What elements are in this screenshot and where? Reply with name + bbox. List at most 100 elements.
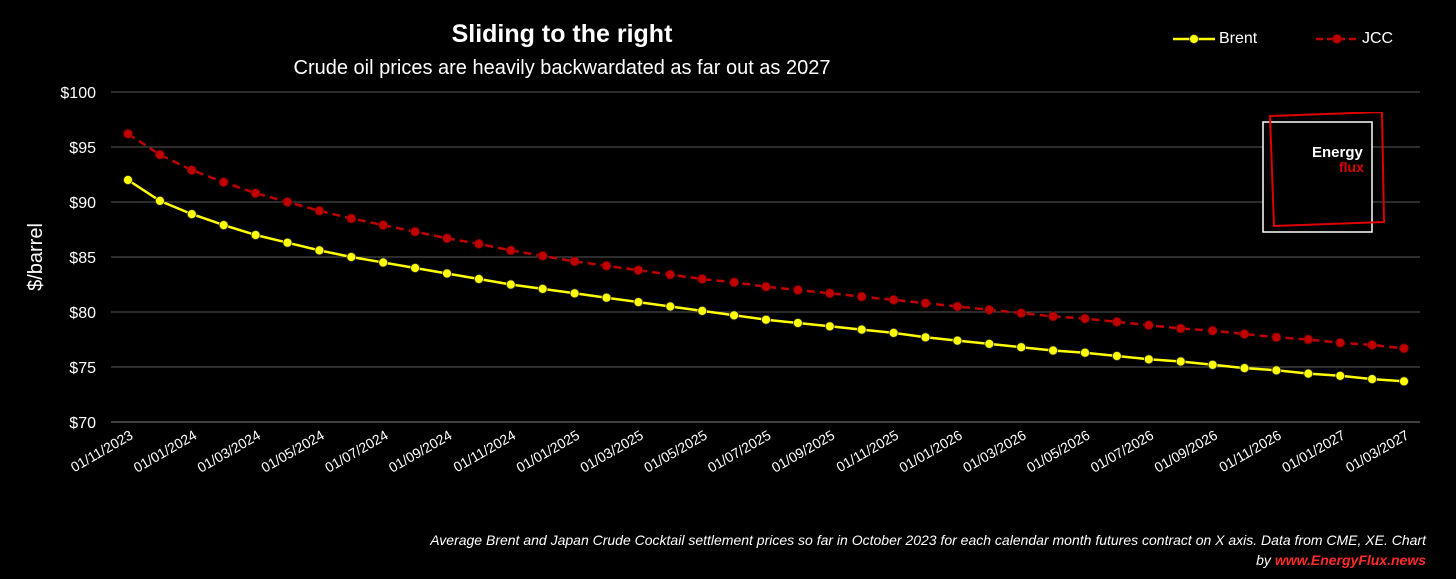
data-point-brent — [410, 263, 421, 273]
y-tick-label: $75 — [69, 360, 96, 377]
x-tick-label: 01/11/2024 — [451, 427, 519, 475]
data-point-jcc — [665, 269, 676, 280]
data-point-brent — [1239, 363, 1250, 374]
legend-label-brent: Brent — [1219, 30, 1258, 47]
x-tick-label: 01/03/2026 — [960, 427, 1029, 476]
data-point-brent — [665, 301, 676, 312]
logo-text-flux: flux — [1339, 159, 1364, 175]
x-tick-label: 01/09/2024 — [386, 427, 455, 476]
data-point-jcc — [856, 291, 867, 302]
data-point-jcc — [186, 165, 197, 176]
y-tick-label: $95 — [69, 140, 96, 157]
data-point-brent — [186, 209, 197, 220]
data-point-brent — [761, 314, 771, 325]
x-tick-label: 01/03/2025 — [577, 427, 646, 476]
data-point-brent — [952, 335, 963, 346]
data-point-brent — [218, 220, 229, 231]
data-point-jcc — [1303, 334, 1314, 345]
data-point-brent — [250, 230, 261, 240]
x-tick-label: 01/07/2025 — [705, 427, 774, 476]
data-point-jcc — [824, 288, 835, 299]
data-point-brent — [442, 268, 452, 279]
caption-link[interactable]: www.EnergyFlux.news — [1274, 552, 1426, 568]
data-point-brent — [123, 175, 133, 185]
data-point-brent — [537, 283, 548, 294]
data-point-brent — [505, 279, 516, 290]
data-point-brent — [697, 305, 708, 316]
legend-swatch-brent — [1173, 34, 1215, 44]
data-point-brent — [633, 297, 644, 308]
data-point-brent — [1016, 342, 1027, 353]
data-point-brent — [1112, 351, 1122, 361]
data-point-jcc — [1175, 323, 1186, 334]
x-tick-label: 01/01/2026 — [896, 427, 965, 476]
data-point-brent — [729, 310, 739, 321]
data-point-brent — [314, 245, 325, 256]
data-point-jcc — [218, 177, 229, 188]
y-tick-label: $80 — [69, 305, 96, 322]
data-point-brent — [1048, 345, 1058, 356]
y-axis-label: $/barrel — [25, 223, 47, 291]
energyflux-logo — [1262, 112, 1386, 233]
data-point-jcc — [984, 304, 995, 315]
data-point-brent — [1207, 359, 1218, 370]
logo-text-energy: Energy — [1312, 144, 1363, 161]
data-point-brent — [473, 274, 484, 284]
x-tick-label: 01/07/2024 — [322, 427, 391, 476]
data-point-brent — [1367, 374, 1377, 385]
data-point-jcc — [952, 301, 963, 312]
data-point-brent — [920, 332, 931, 343]
x-tick-label: 01/03/2027 — [1343, 427, 1412, 476]
data-point-jcc — [633, 265, 644, 276]
data-point-brent — [1271, 365, 1282, 376]
data-point-brent — [1175, 356, 1186, 367]
data-point-brent — [824, 321, 835, 332]
x-tick-label: 01/05/2026 — [1024, 427, 1093, 476]
data-point-jcc — [410, 226, 421, 237]
x-tick-label: 01/01/2027 — [1279, 427, 1348, 476]
y-tick-label: $100 — [60, 85, 96, 102]
legend-label-jcc: JCC — [1362, 30, 1394, 47]
data-point-jcc — [250, 188, 261, 199]
data-point-jcc — [1367, 340, 1377, 350]
y-tick-label: $85 — [69, 250, 96, 267]
data-point-brent — [984, 338, 995, 349]
data-point-jcc — [1399, 343, 1409, 354]
data-point-jcc — [1271, 332, 1282, 343]
x-tick-label: 01/03/2024 — [194, 427, 263, 476]
data-point-jcc — [1048, 311, 1058, 322]
data-point-brent — [154, 195, 165, 206]
x-tick-label: 01/07/2026 — [1088, 427, 1157, 476]
legend-item-jcc: JCC — [1316, 30, 1393, 48]
legend-swatch-jcc — [1316, 34, 1358, 44]
data-point-jcc — [314, 205, 325, 216]
x-tick-label: 01/09/2025 — [769, 427, 838, 476]
data-point-jcc — [761, 281, 771, 292]
chart-caption: Average Brent and Japan Crude Cocktail s… — [426, 530, 1426, 570]
y-tick-label: $70 — [69, 415, 96, 432]
data-point-jcc — [505, 245, 516, 256]
data-point-jcc — [346, 213, 357, 224]
chart-title: Sliding to the right — [451, 20, 673, 48]
chart-subtitle: Crude oil prices are heavily backwardate… — [293, 57, 831, 79]
data-point-jcc — [569, 256, 580, 267]
data-point-jcc — [793, 285, 803, 295]
data-point-brent — [793, 318, 803, 328]
data-point-brent — [282, 237, 293, 248]
x-tick-label: 01/01/2024 — [131, 427, 200, 476]
data-point-jcc — [1239, 329, 1250, 339]
x-tick-label: 01/11/2025 — [833, 427, 901, 475]
data-point-jcc — [1016, 308, 1027, 319]
data-point-brent — [1335, 370, 1346, 381]
data-point-jcc — [601, 260, 612, 271]
data-point-jcc — [697, 274, 708, 284]
legend-item-brent: Brent — [1173, 30, 1257, 48]
data-point-jcc — [1143, 320, 1154, 331]
data-point-jcc — [442, 233, 452, 244]
data-point-brent — [888, 327, 899, 338]
data-point-jcc — [1112, 316, 1122, 327]
x-tick-label: 01/09/2026 — [1151, 427, 1220, 476]
x-tick-label: 01/01/2025 — [513, 427, 582, 476]
data-point-jcc — [1207, 325, 1218, 336]
